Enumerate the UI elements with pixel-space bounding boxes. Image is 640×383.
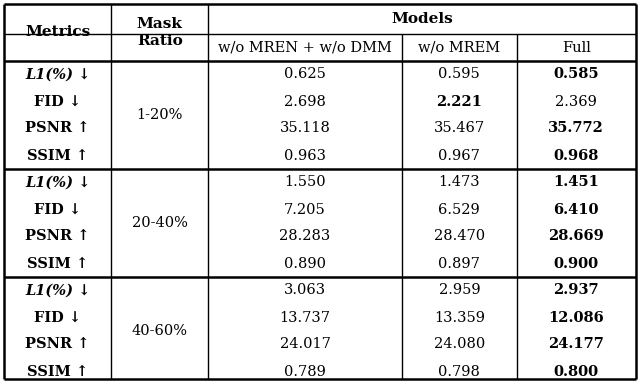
Text: 1.550: 1.550 [284, 175, 326, 190]
Text: 35.772: 35.772 [548, 121, 604, 136]
Text: 40-60%: 40-60% [132, 324, 188, 338]
Text: L1(%) ↓: L1(%) ↓ [25, 67, 90, 82]
Text: 35.467: 35.467 [434, 121, 485, 136]
Text: 2.369: 2.369 [556, 95, 597, 108]
Text: SSIM ↑: SSIM ↑ [27, 365, 88, 378]
Text: 0.890: 0.890 [284, 257, 326, 270]
Text: 0.625: 0.625 [284, 67, 326, 82]
Text: w/o MREM: w/o MREM [419, 41, 500, 54]
Text: 7.205: 7.205 [284, 203, 326, 216]
Text: L1(%) ↓: L1(%) ↓ [25, 283, 90, 298]
Text: 0.800: 0.800 [554, 365, 599, 378]
Text: 28.669: 28.669 [548, 229, 604, 244]
Text: 13.737: 13.737 [280, 311, 331, 324]
Text: 0.798: 0.798 [438, 365, 480, 378]
Text: 0.897: 0.897 [438, 257, 480, 270]
Text: Full: Full [562, 41, 591, 54]
Text: 0.968: 0.968 [554, 149, 599, 162]
Text: 35.118: 35.118 [280, 121, 330, 136]
Text: 28.470: 28.470 [434, 229, 485, 244]
Text: FID ↓: FID ↓ [34, 311, 81, 324]
Text: Metrics: Metrics [25, 26, 90, 39]
Text: 1-20%: 1-20% [136, 108, 183, 122]
Text: 2.698: 2.698 [284, 95, 326, 108]
Text: PSNR ↑: PSNR ↑ [26, 121, 90, 136]
Text: 2.221: 2.221 [436, 95, 483, 108]
Text: 3.063: 3.063 [284, 283, 326, 298]
Text: PSNR ↑: PSNR ↑ [26, 337, 90, 352]
Text: SSIM ↑: SSIM ↑ [27, 149, 88, 162]
Text: 1.473: 1.473 [438, 175, 480, 190]
Text: 2.959: 2.959 [438, 283, 480, 298]
Text: 6.410: 6.410 [554, 203, 599, 216]
Text: 13.359: 13.359 [434, 311, 485, 324]
Text: 12.086: 12.086 [548, 311, 604, 324]
Text: 6.529: 6.529 [438, 203, 480, 216]
Text: FID ↓: FID ↓ [34, 95, 81, 108]
Text: FID ↓: FID ↓ [34, 203, 81, 216]
Text: 0.789: 0.789 [284, 365, 326, 378]
Text: 0.595: 0.595 [438, 67, 480, 82]
Text: 28.283: 28.283 [280, 229, 331, 244]
Text: 0.967: 0.967 [438, 149, 480, 162]
Text: 0.963: 0.963 [284, 149, 326, 162]
Text: w/o MREN + w/o DMM: w/o MREN + w/o DMM [218, 41, 392, 54]
Text: Mask
Ratio: Mask Ratio [137, 17, 182, 47]
Text: SSIM ↑: SSIM ↑ [27, 257, 88, 270]
Text: 1.451: 1.451 [554, 175, 599, 190]
Text: 20-40%: 20-40% [132, 216, 188, 230]
Text: 0.585: 0.585 [554, 67, 599, 82]
Text: 0.900: 0.900 [554, 257, 599, 270]
Text: PSNR ↑: PSNR ↑ [26, 229, 90, 244]
Text: L1(%) ↓: L1(%) ↓ [25, 175, 90, 190]
Text: 24.177: 24.177 [548, 337, 604, 352]
Text: 2.937: 2.937 [554, 283, 599, 298]
Text: 24.017: 24.017 [280, 337, 330, 352]
Text: 24.080: 24.080 [434, 337, 485, 352]
Text: Models: Models [391, 12, 453, 26]
